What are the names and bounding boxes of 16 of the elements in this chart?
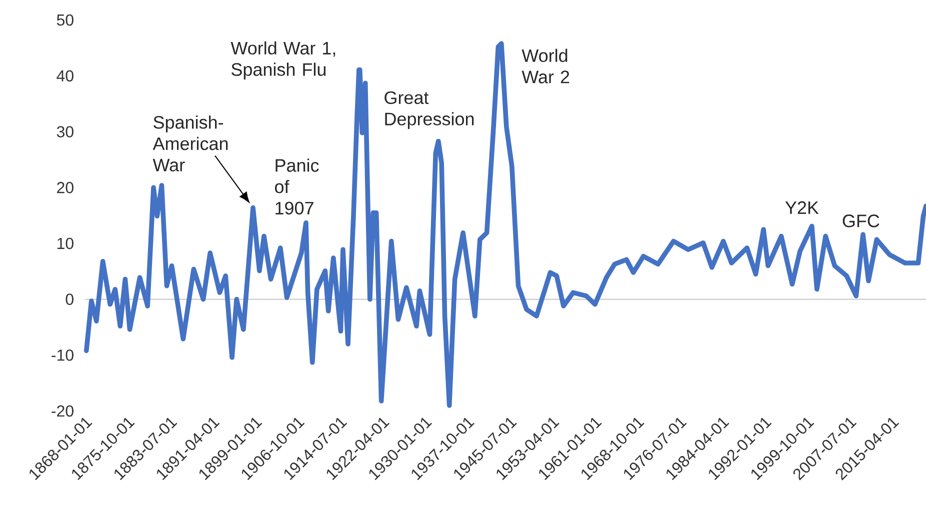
line-series [84,41,926,408]
annotation: World War 2 [522,48,570,84]
y-tick-label: 20 [57,182,74,194]
annotation: GFC [842,214,880,228]
y-tick-label: -10 [52,349,74,361]
y-tick-label: 30 [56,126,74,138]
annotation: Y2K [785,201,819,214]
annotation: World War 1, Spanish Flu [230,41,336,80]
annotation: Great Depression [384,91,474,129]
y-tick-label: 50 [56,14,74,26]
y-tick-label: 0 [66,294,74,305]
y-tick-label: 40 [56,70,74,82]
y-tick-label: 10 [57,238,74,250]
annotation: Panic of 1907 [275,158,319,214]
y-tick-label: -20 [52,405,74,417]
annotation: Spanish-American War [152,116,228,172]
